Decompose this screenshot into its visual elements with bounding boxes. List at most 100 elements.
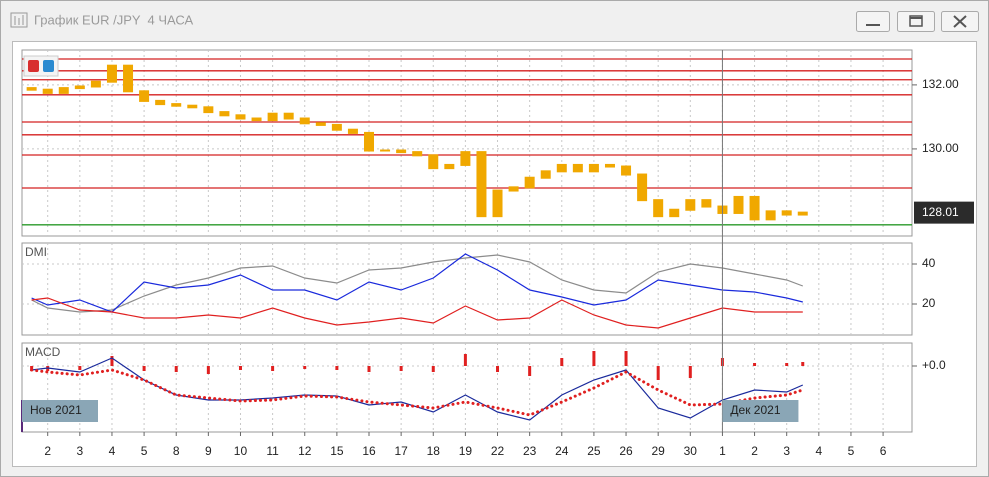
candle bbox=[508, 186, 519, 192]
candle bbox=[444, 163, 455, 170]
histogram-bar bbox=[142, 366, 146, 371]
x-tick-label: 3 bbox=[783, 444, 790, 458]
series-line bbox=[30, 368, 805, 417]
candle bbox=[139, 90, 150, 102]
candle bbox=[460, 151, 471, 166]
candle bbox=[155, 99, 166, 106]
x-tick-label: 9 bbox=[205, 444, 212, 458]
candle bbox=[572, 163, 583, 173]
histogram-bar bbox=[78, 366, 82, 370]
x-tick-label: 5 bbox=[848, 444, 855, 458]
period-label: Дек 2021 bbox=[730, 403, 780, 417]
histogram-bar bbox=[528, 366, 532, 376]
candle bbox=[347, 128, 358, 134]
candle bbox=[540, 170, 551, 179]
x-tick-label: 3 bbox=[76, 444, 83, 458]
x-tick-label: 23 bbox=[523, 444, 537, 458]
candle bbox=[588, 163, 599, 173]
legend-icons bbox=[23, 55, 59, 77]
candle bbox=[765, 210, 776, 221]
histogram-bar bbox=[174, 366, 178, 372]
histogram-bar bbox=[206, 366, 210, 374]
candle bbox=[219, 111, 230, 117]
period-label-box bbox=[722, 400, 799, 422]
x-tick-label: 29 bbox=[651, 444, 665, 458]
panel bbox=[21, 242, 913, 336]
histogram-bar bbox=[399, 366, 403, 371]
series-line bbox=[31, 297, 803, 329]
candle bbox=[283, 112, 294, 120]
y-tick-label: +0.0 bbox=[922, 358, 946, 372]
plots: 132.00 130.00 128.01 40 20 DMI +0.0 MACD Нов 202… bbox=[21, 49, 974, 458]
x-tick-label: 4 bbox=[815, 444, 822, 458]
histogram-bar bbox=[785, 363, 789, 366]
candle bbox=[42, 88, 53, 94]
close-button[interactable] bbox=[941, 11, 979, 32]
x-tick-label: 11 bbox=[266, 444, 279, 458]
candle bbox=[412, 151, 423, 157]
x-tick-label: 2 bbox=[751, 444, 758, 458]
candle bbox=[106, 64, 117, 83]
histogram-bar bbox=[560, 358, 564, 366]
histogram-bar bbox=[753, 363, 757, 366]
x-tick-label: 12 bbox=[298, 444, 312, 458]
candle bbox=[380, 149, 391, 152]
candle bbox=[428, 154, 439, 170]
x-tick-label: 15 bbox=[330, 444, 344, 458]
candle bbox=[58, 87, 69, 94]
histogram-bar bbox=[624, 351, 628, 366]
histogram-bar bbox=[303, 366, 307, 369]
histogram-bar bbox=[367, 366, 371, 372]
candle bbox=[621, 165, 632, 176]
histogram-bar bbox=[271, 366, 275, 371]
x-tick-label: 4 bbox=[109, 444, 116, 458]
x-tick-label: 16 bbox=[362, 444, 376, 458]
series-line bbox=[31, 253, 803, 313]
panel bbox=[21, 49, 913, 237]
candle bbox=[749, 195, 760, 221]
minimize-button[interactable] bbox=[856, 11, 890, 32]
window-title: График EUR /JPY 4 ЧАСА bbox=[34, 12, 194, 27]
candle bbox=[171, 103, 182, 107]
x-tick-label: 22 bbox=[491, 444, 505, 458]
candle bbox=[669, 208, 680, 218]
panel-title: DMI bbox=[25, 245, 47, 259]
maximize-button[interactable] bbox=[897, 11, 935, 32]
candle bbox=[492, 189, 503, 218]
candle bbox=[267, 112, 278, 122]
candle bbox=[331, 123, 342, 131]
candle bbox=[701, 199, 712, 208]
histogram-bar bbox=[496, 366, 500, 372]
candle bbox=[476, 151, 487, 218]
candle bbox=[653, 199, 664, 218]
candle bbox=[685, 199, 696, 211]
candle bbox=[187, 104, 198, 109]
x-tick-label: 30 bbox=[684, 444, 698, 458]
histogram-bar bbox=[801, 362, 805, 366]
x-tick-label: 10 bbox=[234, 444, 248, 458]
x-tick-label: 1 bbox=[719, 444, 726, 458]
candle bbox=[123, 64, 134, 93]
panel-title: MACD bbox=[25, 345, 61, 359]
y-tick-label: 20 bbox=[922, 296, 936, 310]
candle bbox=[251, 117, 262, 122]
x-tick-label: 5 bbox=[141, 444, 148, 458]
candle bbox=[203, 106, 214, 114]
candle bbox=[797, 211, 808, 216]
candle bbox=[26, 87, 37, 91]
candle bbox=[524, 176, 535, 189]
candle bbox=[396, 149, 407, 154]
candle bbox=[781, 210, 792, 216]
candle bbox=[364, 131, 375, 152]
x-tick-label: 17 bbox=[394, 444, 408, 458]
x-tick-label: 6 bbox=[880, 444, 887, 458]
period-label-box bbox=[22, 400, 98, 422]
y-tick-label: 132.00 bbox=[922, 77, 959, 91]
candle bbox=[637, 173, 648, 202]
histogram-bar bbox=[431, 366, 435, 372]
candle bbox=[604, 163, 615, 168]
y-tick-label: 130.00 bbox=[922, 141, 959, 155]
candle bbox=[299, 117, 310, 125]
